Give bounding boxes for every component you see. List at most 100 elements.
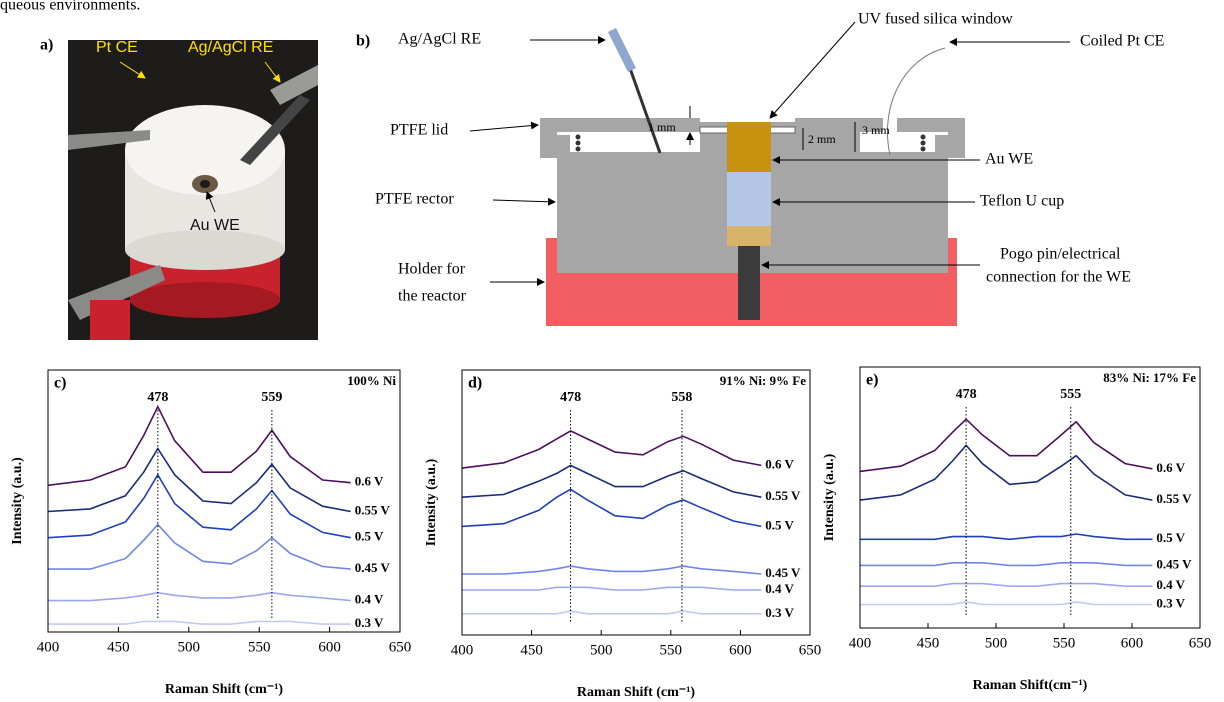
panel-label: e)	[866, 372, 878, 389]
y-axis-label: Intensity (a.u.)	[424, 458, 439, 546]
schematic-label: Coiled Pt CE	[1080, 33, 1164, 50]
spectrum	[462, 489, 761, 526]
cylinder-bottom	[125, 230, 285, 270]
photo-label: Pt CE	[96, 39, 138, 56]
pogo-pin	[738, 246, 760, 320]
x-tick-label: 600	[1121, 635, 1144, 651]
arrow	[770, 22, 855, 118]
series-label: 0.3 V	[355, 615, 384, 630]
schematic-label: Holder for	[398, 261, 466, 278]
dimension-label: 3 mm	[862, 123, 890, 137]
spectrum	[462, 611, 761, 614]
series-label: 0.3 V	[1156, 595, 1185, 610]
panel-label: a)	[40, 37, 53, 54]
x-axis-label: Raman Shift (cm⁻¹)	[577, 685, 695, 700]
plot-frame	[860, 367, 1200, 628]
schematic-label: Ag/AgCl RE	[398, 31, 481, 48]
spectrum	[48, 449, 351, 512]
x-tick-label: 550	[248, 639, 271, 655]
peak-label: 555	[1060, 387, 1081, 402]
x-tick-label: 650	[799, 642, 822, 658]
spectrum	[48, 593, 351, 601]
arrow	[493, 200, 555, 202]
series-label: 0.55 V	[765, 488, 801, 503]
x-tick-label: 600	[318, 639, 341, 655]
peak-label: 478	[560, 390, 581, 405]
photo-label: Au WE	[190, 217, 240, 234]
schematic-panel: b) Ag/AgCl RE UV fused silica window Coi…	[356, 11, 1164, 326]
schematic-label: connection for the WE	[986, 269, 1131, 286]
schematic-label: UV fused silica window	[858, 11, 1013, 28]
x-tick-label: 400	[451, 642, 474, 658]
panel-label: b)	[356, 33, 370, 50]
plot-frame	[48, 370, 400, 632]
series-label: 0.5 V	[1156, 530, 1185, 545]
spectrum	[860, 584, 1152, 587]
panel-title: 100% Ni	[347, 373, 396, 388]
spectrum	[48, 475, 351, 538]
series-label: 0.6 V	[355, 474, 384, 489]
schematic-label: Au WE	[985, 151, 1033, 168]
x-axis-label: Raman Shift (cm⁻¹)	[165, 682, 283, 697]
dimension-label: 1 mm	[648, 120, 676, 134]
dimension-label: 2 mm	[808, 132, 836, 146]
reactor-wall	[935, 135, 948, 155]
series-label: 0.45 V	[355, 560, 391, 575]
series-label: 0.4 V	[1156, 577, 1185, 592]
peak-label: 478	[147, 390, 168, 405]
spectrum	[860, 419, 1152, 471]
schematic-label: the reactor	[398, 288, 467, 305]
teflon-cup	[727, 172, 771, 226]
series-label: 0.45 V	[765, 565, 801, 580]
x-tick-label: 450	[917, 635, 940, 651]
reactor-wall	[557, 135, 570, 155]
panel-title: 91% Ni: 9% Fe	[720, 373, 807, 388]
series-label: 0.3 V	[765, 605, 794, 620]
spectrum	[462, 587, 761, 590]
x-tick-label: 500	[985, 635, 1008, 651]
y-axis-label: Intensity (a.u.)	[822, 453, 837, 541]
re-body	[612, 30, 632, 70]
au-we	[727, 122, 771, 172]
x-tick-label: 500	[590, 642, 613, 658]
y-axis-label: Intensity (a.u.)	[10, 457, 25, 545]
panel-label: d)	[468, 375, 482, 392]
spectrum	[860, 534, 1152, 539]
panel-title: 83% Ni: 17% Fe	[1103, 370, 1196, 385]
photo-panel: a) Pt CE Ag/AgCl RE Au WE	[40, 37, 318, 340]
x-tick-label: 650	[1189, 635, 1212, 651]
series-label: 0.45 V	[1156, 556, 1192, 571]
schematic-label: Teflon U cup	[980, 193, 1064, 210]
spectrum	[462, 465, 761, 497]
x-tick-label: 600	[729, 642, 752, 658]
peak-label: 478	[956, 387, 977, 402]
x-tick-label: 500	[178, 639, 201, 655]
x-tick-label: 650	[389, 639, 412, 655]
panel-label: c)	[54, 375, 66, 392]
figure: queous environments. a) Pt CE Ag/AgCl RE…	[0, 0, 1224, 702]
spectrum	[462, 431, 761, 468]
series-label: 0.55 V	[1156, 491, 1192, 506]
hatched-layer	[727, 226, 771, 246]
x-tick-label: 450	[520, 642, 543, 658]
plot-frame	[462, 370, 810, 635]
series-label: 0.5 V	[765, 517, 794, 532]
clip-handle	[90, 300, 130, 340]
series-label: 0.4 V	[765, 581, 794, 596]
series-label: 0.55 V	[355, 502, 391, 517]
x-tick-label: 400	[849, 635, 872, 651]
x-tick-label: 550	[1053, 635, 1076, 651]
series-label: 0.6 V	[1156, 460, 1185, 475]
series-label: 0.6 V	[765, 456, 794, 471]
schematic-label: PTFE rector	[375, 191, 454, 208]
x-tick-label: 550	[660, 642, 683, 658]
red-base-bottom	[130, 282, 280, 318]
spectrum	[48, 525, 351, 570]
x-tick-label: 400	[37, 639, 60, 655]
spectrum	[860, 563, 1152, 566]
series-label: 0.4 V	[355, 592, 384, 607]
schematic-label: Pogo pin/electrical	[1000, 246, 1121, 263]
spectrum	[48, 622, 351, 625]
arrow	[470, 125, 538, 131]
